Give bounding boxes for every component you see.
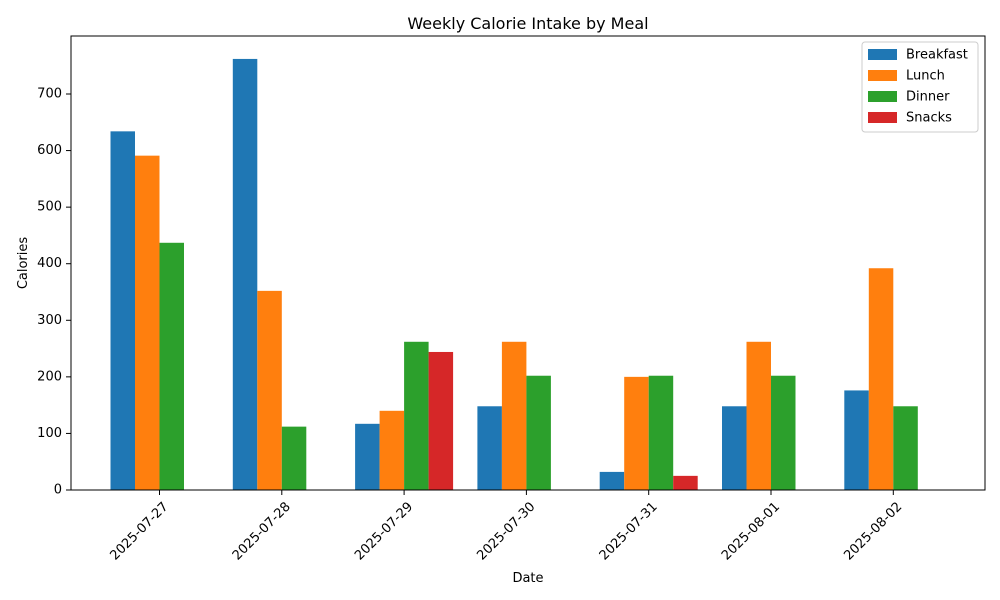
bar-dinner-2025-08-02 (893, 406, 918, 490)
bar-breakfast-2025-07-31 (599, 471, 625, 490)
y-axis-ticks: 0 100 200 300 400 500 600 700 (37, 87, 71, 498)
y-tick-label: 700 (37, 87, 62, 102)
bar-breakfast-2025-08-02 (844, 390, 869, 490)
y-tick-label: 600 (37, 143, 62, 158)
bar-snacks-2025-07-31 (673, 475, 698, 490)
legend: Breakfast Lunch Dinner Snacks (861, 41, 979, 133)
legend-swatch-dinner (868, 91, 897, 102)
bar-breakfast-2025-07-30 (477, 406, 502, 490)
y-tick-label: 500 (37, 200, 62, 215)
bar-dinner-2025-07-29 (404, 341, 429, 490)
legend-swatch-breakfast (868, 49, 897, 60)
plot-frame (70, 35, 986, 491)
bar-dinner-2025-07-28 (281, 426, 307, 490)
bar-breakfast-2025-07-29 (355, 423, 380, 490)
bar-dinner-2025-07-27 (159, 242, 184, 490)
bar-snacks-2025-07-29 (428, 351, 454, 490)
y-tick-label: 400 (37, 256, 62, 271)
bars-layer (110, 58, 918, 491)
bar-lunch-2025-07-31 (624, 376, 649, 490)
legend-swatch-lunch (868, 70, 897, 81)
legend-frame (861, 41, 979, 133)
bar-lunch-2025-07-30 (501, 341, 527, 490)
y-tick-label: 300 (37, 313, 62, 328)
x-axis-label: Date (512, 571, 543, 586)
legend-label-lunch: Lunch (906, 69, 945, 84)
y-tick-label: 100 (37, 426, 62, 441)
legend-label-dinner: Dinner (906, 90, 950, 105)
y-axis-label: Calories (16, 237, 31, 290)
bar-dinner-2025-07-30 (526, 375, 551, 490)
bar-breakfast-2025-08-01 (722, 406, 747, 490)
chart-title: Weekly Calorie Intake by Meal (407, 14, 648, 33)
legend-label-snacks: Snacks (906, 111, 952, 126)
bar-dinner-2025-08-01 (771, 375, 796, 490)
y-tick-label: 200 (37, 369, 62, 384)
bar-lunch-2025-08-02 (868, 268, 894, 490)
bar-breakfast-2025-07-27 (110, 131, 135, 490)
y-tick-label: 0 (54, 483, 62, 498)
bar-lunch-2025-07-29 (379, 410, 405, 490)
legend-swatch-snacks (868, 112, 897, 123)
legend-label-breakfast: Breakfast (906, 48, 968, 63)
bar-dinner-2025-07-31 (648, 375, 674, 490)
bar-breakfast-2025-07-28 (232, 58, 258, 491)
bar-lunch-2025-08-01 (746, 341, 771, 490)
bar-lunch-2025-07-27 (135, 155, 160, 490)
bar-lunch-2025-07-28 (257, 290, 282, 490)
